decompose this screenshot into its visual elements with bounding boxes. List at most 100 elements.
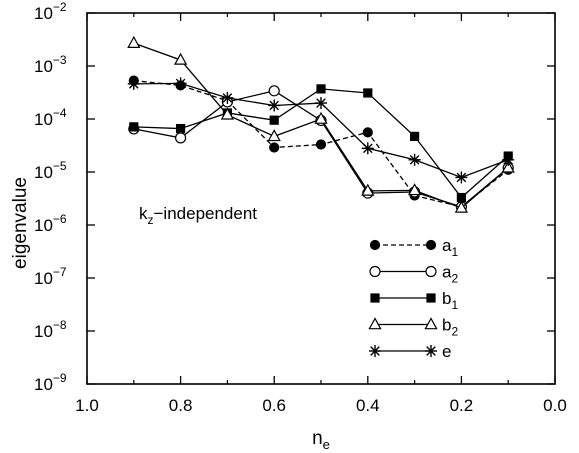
x-tick-label: 0.0 [543,396,567,415]
data-point-b1 [363,88,373,98]
asterisk-stroke [175,78,186,89]
data-point-e [315,97,327,110]
legend-label-main: e [442,342,451,361]
data-point-b2 [267,129,281,142]
data-point-e [268,99,281,112]
data-point-b1 [129,122,139,132]
legend-marker-b2 [424,317,438,330]
legend-entry-e: e [369,342,451,361]
data-point-a2 [175,132,187,144]
x-tick-label: 0.2 [450,396,474,415]
legend-marker-b2 [368,317,382,330]
legend-label-sub: 2 [451,325,458,339]
series-a1 [128,75,514,212]
annotation-sub: z [148,213,154,227]
tick-labels: 1.0 0.8 0.6 0.4 0.2 0.010−910−810−710−610−510… [34,0,567,415]
y-tick-label: 10−2 [34,0,67,23]
x-tick-label: 1.0 [75,396,99,415]
x-axis-label-sub: e [323,437,330,452]
asterisk-stroke [409,154,420,165]
asterisk-stroke [269,100,280,111]
legend-marker-a2 [425,265,437,278]
x-tick-label: 0.8 [169,396,193,415]
y-tick-exponent: −3 [53,53,67,67]
y-tick-base: 10 [34,110,53,129]
plot-frame [86,12,556,385]
data-point-e [361,142,374,155]
legend-marker-a1 [369,239,381,251]
y-tick-label: 10−9 [34,371,67,394]
asterisk-stroke [503,154,514,165]
data-point-b2 [501,160,515,173]
asterisk-stroke [370,346,380,356]
y-tick-exponent: −6 [53,212,67,226]
y-axis-label: eigenvalue [10,177,31,269]
legend-label-a2: a2 [442,263,458,286]
asterisk-stroke [316,98,326,108]
annotation-main: k [139,204,148,223]
data-point-a2 [268,85,280,97]
legend-label-sub: 1 [451,245,458,259]
data-point-b1 [269,115,279,125]
asterisk-stroke [456,172,467,183]
legend-marker-e [425,345,437,357]
y-tick-label: 10−8 [34,318,67,341]
y-tick-base: 10 [34,216,53,235]
legend-marker-a2 [369,265,381,278]
asterisk-stroke [426,346,436,356]
y-tick-base: 10 [34,375,53,394]
legend-entry-b1: b1 [370,289,458,312]
data-point-e [221,91,234,104]
y-tick-label: 10−5 [34,159,67,182]
x-tick-label: 0.4 [356,396,380,415]
y-tick-exponent: −7 [53,265,67,279]
data-point-a1 [362,127,373,138]
x-axis-label: ne [312,428,330,452]
data-point-a1 [269,142,280,153]
annotation-rest: −independent [154,204,258,223]
data-point-b1 [410,131,420,141]
x-axis-label-main: n [312,428,323,449]
legend-label-sub: 2 [451,272,458,286]
data-point-b2 [173,52,188,65]
data-point-e [174,77,187,90]
legend-label-main: a [442,236,452,255]
y-tick-exponent: −5 [53,159,67,173]
asterisk-stroke [128,79,139,89]
axis-ticks [86,12,556,385]
x-tick-label: 0.6 [262,396,286,415]
legend-label-b2: b2 [442,316,458,339]
y-tick-label: 10−3 [34,53,67,76]
y-tick-label: 10−4 [34,106,67,129]
legend-marker-b1 [426,293,436,303]
y-tick-exponent: −2 [53,0,67,14]
data-point-b2 [454,200,469,213]
data-point-b2 [314,111,328,124]
y-tick-exponent: −8 [53,318,67,332]
data-point-b1 [316,84,326,94]
legend-label-main: a [442,263,452,282]
y-tick-base: 10 [34,4,53,23]
legend-marker-b1 [370,293,380,303]
data-point-e [455,171,468,184]
y-tick-exponent: −4 [53,106,67,120]
data-point-b2 [361,183,375,196]
legend-label-main: b [442,316,451,335]
data-point-b2 [220,107,235,120]
legend-entry-a1: a1 [369,236,458,259]
data-point-e [127,77,140,90]
legend-entry-a2: a2 [369,263,458,286]
data-point-e [408,153,421,166]
series-b2 [127,35,515,213]
data-point-b1 [176,123,186,134]
series-layer [127,35,515,213]
legend-marker-a1 [425,239,437,251]
y-tick-base: 10 [34,57,53,76]
data-point-e [502,153,515,166]
legend-label-main: b [442,289,451,308]
y-tick-label: 10−6 [34,212,67,235]
asterisk-stroke [222,93,233,103]
series-e [127,77,515,184]
legend-label-sub: 1 [451,298,458,312]
data-point-b2 [127,35,141,48]
